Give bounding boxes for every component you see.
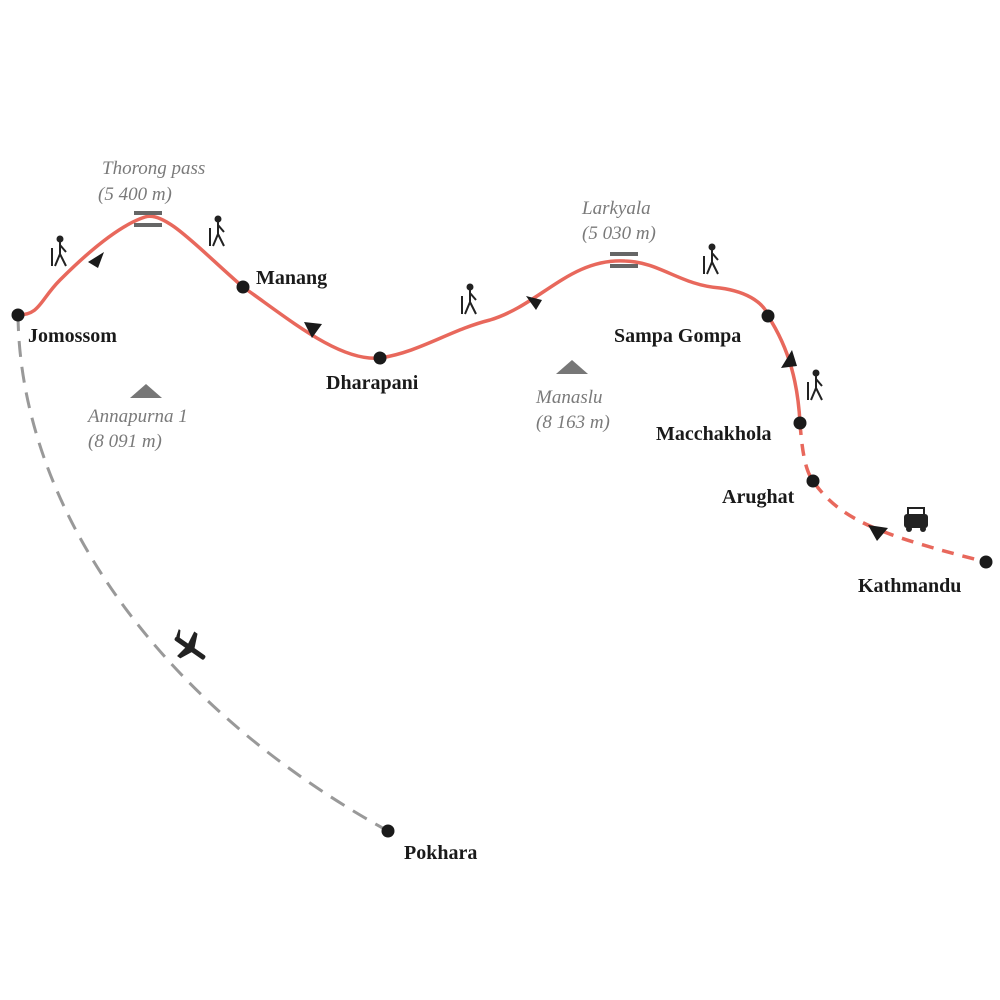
plane-icon [174,629,206,660]
pass-marker [610,252,638,256]
arrow [781,350,797,368]
hiker-icon [807,369,823,401]
peak-altitude: (8 163 m) [536,412,610,433]
place-label: Macchakhola [656,423,772,445]
place-dot [761,309,775,323]
place-dot [373,351,387,365]
arrow [526,296,542,310]
place-label: Jomossom [28,325,117,347]
pass-marker [134,223,162,227]
place-label: Arughat [722,486,795,508]
pass-markers [134,211,638,268]
peak-name: Manaslu [535,387,603,408]
hiker-icon [51,235,67,267]
place-dot [11,308,25,322]
place-dot [806,474,820,488]
arrow [304,322,322,338]
trek-route [17,214,802,424]
peak-icon [556,360,588,374]
flight-route [16,314,389,833]
hiker-icon [461,283,477,315]
place-dot [381,824,395,838]
arrow [868,525,888,541]
peak-altitude: (8 091 m) [88,431,162,452]
hiker-icons [51,215,823,401]
place-label: Kathmandu [858,575,961,597]
peak-icon [130,384,162,398]
place-label: Sampa Gompa [614,325,741,347]
pass-name: Larkyala [581,198,651,219]
hiker-icon [209,215,225,247]
car-icon [904,507,928,532]
road-route [798,422,987,564]
direction-arrows [88,252,888,541]
place-label: Pokhara [404,842,477,864]
place-label: Dharapani [326,372,419,394]
peak-name: Annapurna 1 [86,406,188,427]
pass-altitude: (5 400 m) [98,184,172,205]
pass-altitude: (5 030 m) [582,223,656,244]
pass-marker [134,211,162,215]
place-label: Manang [256,267,327,289]
place-dot [979,555,993,569]
hiker-icon [703,243,719,275]
place-dot [236,280,250,294]
arrow [88,252,104,268]
place-dot [793,416,807,430]
pass-name: Thorong pass [102,158,205,179]
place-dots [11,280,993,838]
pass-marker [610,264,638,268]
